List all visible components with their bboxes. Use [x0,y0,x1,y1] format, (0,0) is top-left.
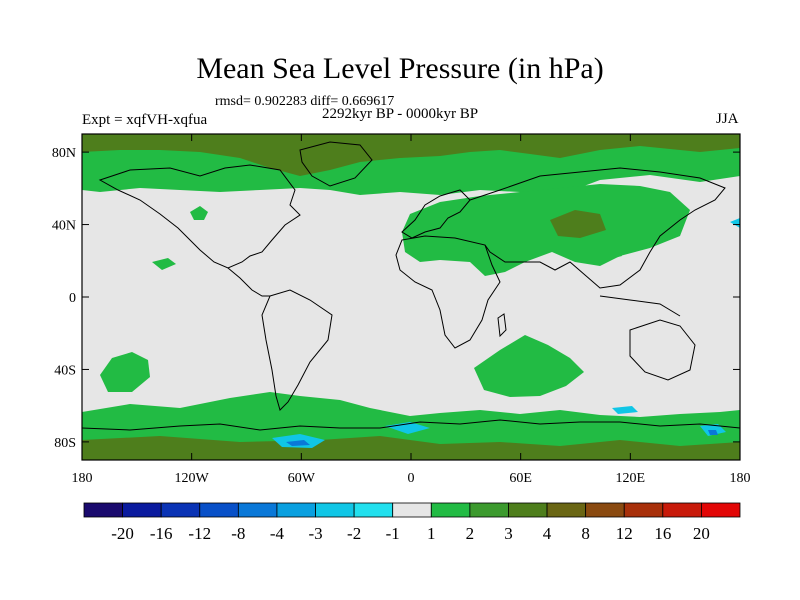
x-tick-label: 180 [730,471,751,486]
colorbar-label: -1 [386,524,400,543]
y-tick-label: 40S [54,363,76,378]
y-tick-label: 0 [69,291,76,306]
season-label: JJA [716,111,739,127]
colorbar-swatch [623,502,664,518]
map-plot-area [82,134,740,460]
colorbar-label: -20 [111,524,134,543]
antarctic-blue [286,440,310,446]
africa-coast [395,235,501,349]
colorbar-swatch [662,502,702,518]
atlantic-north-blob [190,206,208,220]
colorbar-label: 2 [466,524,475,543]
colorbar-swatch [469,502,509,518]
central-america-coast [227,267,270,297]
colorbar-swatch [508,502,548,518]
colorbar-label: 20 [693,524,710,543]
antarctica-coast [82,419,740,431]
colorbar-swatch [199,502,239,518]
pacific-blob [152,258,176,270]
colorbar-swatch [315,502,355,518]
antarctic-cyan-3 [612,406,638,414]
australia-coast [629,319,696,381]
colorbar-label: 16 [654,524,671,543]
arctic-olive [82,134,740,176]
north-america-coast [98,164,301,269]
x-tick-label: 60W [288,471,316,486]
y-axis: 80N 40N 0 40S 80S [52,146,740,451]
madagascar-coast [497,313,507,338]
period-label: 2292kyr BP - 0000kyr BP [322,106,479,122]
colorbar-swatch [546,502,587,518]
colorbar-swatch [701,502,741,518]
deep-negative-regions [286,430,718,446]
colorbar-label: -16 [150,524,173,543]
y-tick-label: 40N [52,219,76,234]
south-atlantic-region [474,335,584,397]
colorbar-swatch [430,502,471,518]
colorbar-swatch [392,502,432,518]
colorbar-swatch [83,502,123,518]
pacific-east-cyan [730,218,740,228]
asia-olive [550,210,606,238]
europe-coast [401,189,471,239]
strong-anomaly-regions [82,134,740,460]
colorbar-swatch [237,502,278,518]
coastlines [82,141,740,431]
colorbar-label: -3 [308,524,322,543]
indonesia-coast [599,295,681,317]
japan-blob [600,246,622,260]
colorbar-label: 3 [504,524,513,543]
y-tick-label: 80S [54,436,76,451]
x-axis: 180 120W 60W 0 60E 120E 180 [72,134,751,486]
antarctic-olive [82,436,740,460]
colorbar-swatch [122,502,162,518]
south-pacific-region [100,352,150,392]
colorbar-swatch [585,502,625,518]
x-tick-label: 60E [509,471,532,486]
south-america-coast [261,289,333,411]
x-tick-label: 0 [408,471,415,486]
ross-blue [708,430,718,435]
colorbar-label: 12 [616,524,633,543]
experiment-label: Expt = xqfVH-xqfua [82,112,208,128]
colorbar-label: -4 [270,524,285,543]
x-tick-label: 180 [72,471,93,486]
asia-coast [469,167,726,289]
colorbar-label: -12 [188,524,211,543]
colorbar-swatch [276,502,316,518]
colorbar-label: -2 [347,524,361,543]
x-tick-label: 120W [175,471,210,486]
colorbar-label: -8 [231,524,245,543]
stats-label: rmsd= 0.902283 diff= 0.669617 [215,94,395,109]
colorbar-label: 8 [581,524,590,543]
x-tick-label: 120E [616,471,646,486]
colorbar-label: 1 [427,524,436,543]
greenland-coast [299,141,373,187]
colorbar: -20 -16 -12 -8 -4 -3 -2 -1 1 2 3 4 8 12 16 20 [83,502,741,543]
page-title: Mean Sea Level Pressure (in hPa) [196,52,604,85]
colorbar-label: 4 [543,524,552,543]
colorbar-swatch [160,502,201,518]
y-tick-label: 80N [52,146,76,161]
antarctic-cyan-2 [385,422,430,434]
colorbar-swatch [353,502,394,518]
